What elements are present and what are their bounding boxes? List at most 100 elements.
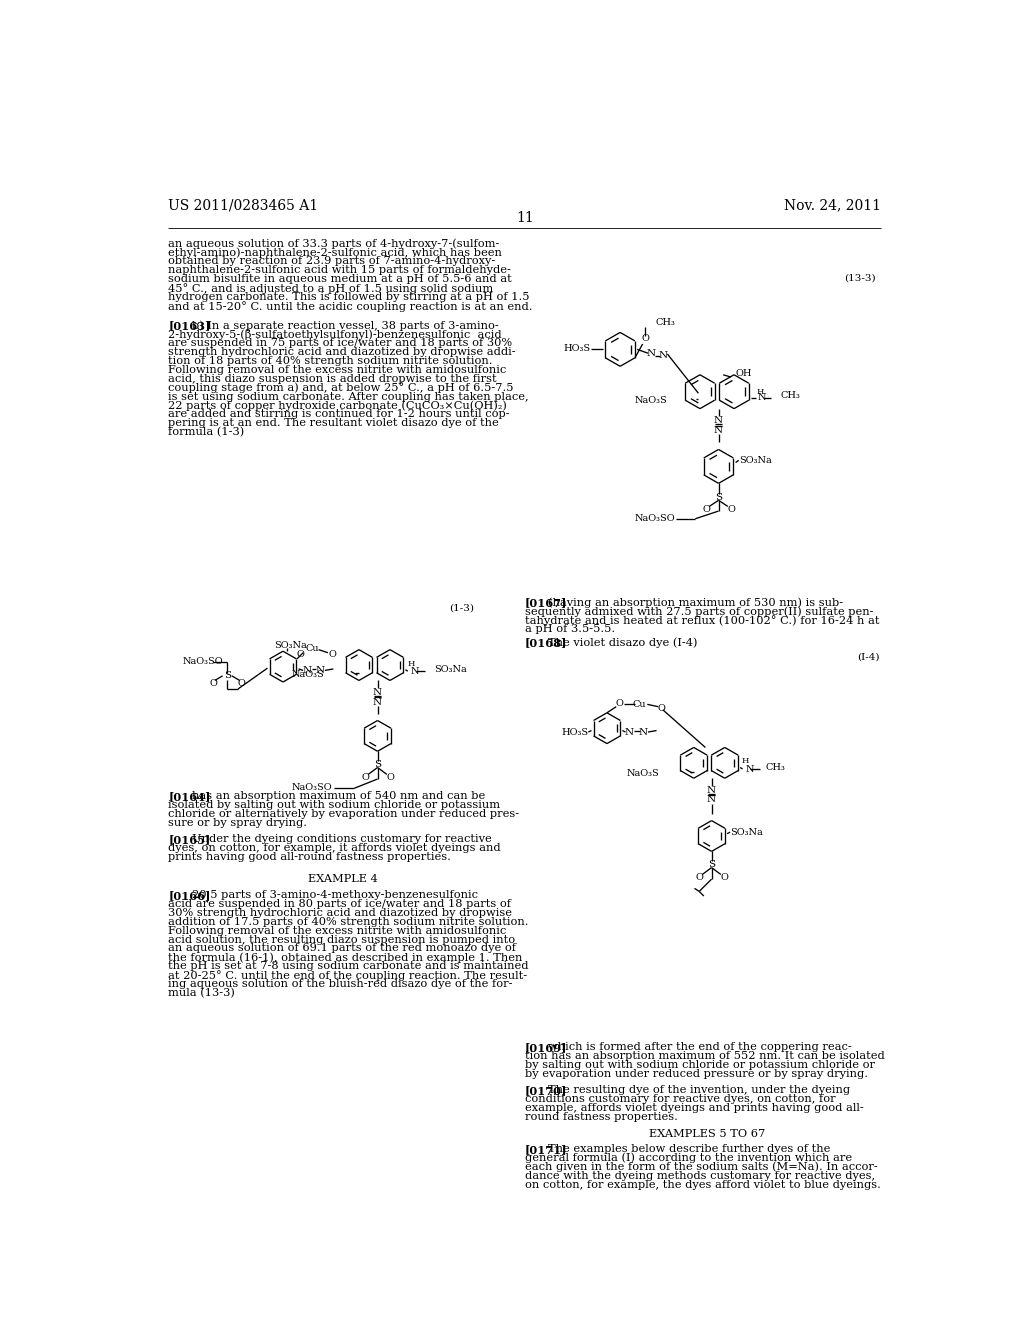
Text: coupling stage from a) and, at below 25° C., a pH of 6.5-7.5: coupling stage from a) and, at below 25°… — [168, 383, 514, 393]
Text: [0167]: [0167] — [524, 597, 567, 609]
Text: (13-3): (13-3) — [844, 275, 876, 282]
Text: (1-3): (1-3) — [450, 603, 474, 612]
Text: example, affords violet dyeings and prints having good all-: example, affords violet dyeings and prin… — [524, 1104, 863, 1113]
Text: is set using sodium carbonate. After coupling has taken place,: is set using sodium carbonate. After cou… — [168, 392, 529, 401]
Text: 22 parts of copper hydroxide carbonate (CuCO₃×Cu(OH)₂): 22 parts of copper hydroxide carbonate (… — [168, 400, 507, 411]
Text: hydrogen carbonate. This is followed by stirring at a pH of 1.5: hydrogen carbonate. This is followed by … — [168, 292, 529, 302]
Text: pering is at an end. The resultant violet disazo dye of the: pering is at an end. The resultant viole… — [168, 418, 499, 429]
Text: N: N — [302, 667, 311, 675]
Text: which is formed after the end of the coppering reac-: which is formed after the end of the cop… — [548, 1043, 852, 1052]
Text: N: N — [411, 667, 420, 676]
Text: CH₃: CH₃ — [780, 391, 801, 400]
Text: SO₃Na: SO₃Na — [730, 828, 763, 837]
Text: conditions customary for reactive dyes, on cotton, for: conditions customary for reactive dyes, … — [524, 1094, 836, 1105]
Text: 11: 11 — [516, 211, 534, 224]
Text: sequently admixed with 27.5 parts of copper(II) sulfate pen-: sequently admixed with 27.5 parts of cop… — [524, 606, 873, 616]
Text: addition of 17.5 parts of 40% strength sodium nitrite solution.: addition of 17.5 parts of 40% strength s… — [168, 916, 528, 927]
Text: Cu: Cu — [633, 700, 646, 709]
Text: Following removal of the excess nitrite with amidosulfonic: Following removal of the excess nitrite … — [168, 925, 507, 936]
Text: the pH is set at 7-8 using sodium carbonate and is maintained: the pH is set at 7-8 using sodium carbon… — [168, 961, 528, 972]
Text: tahydrate and is heated at reflux (100-102° C.) for 16-24 h at: tahydrate and is heated at reflux (100-1… — [524, 615, 880, 626]
Text: N: N — [714, 426, 723, 434]
Text: S: S — [223, 672, 230, 680]
Text: US 2011/0283465 A1: US 2011/0283465 A1 — [168, 198, 318, 213]
Text: [0171]: [0171] — [524, 1144, 567, 1155]
Text: dance with the dyeing methods customary for reactive dyes,: dance with the dyeing methods customary … — [524, 1171, 874, 1181]
Text: NaO₃S: NaO₃S — [291, 669, 324, 678]
Text: NaO₃S: NaO₃S — [635, 396, 668, 405]
Text: round fastness properties.: round fastness properties. — [524, 1113, 678, 1122]
Text: The examples below describe further dyes of the: The examples below describe further dyes… — [548, 1144, 830, 1154]
Text: Nov. 24, 2011: Nov. 24, 2011 — [784, 198, 882, 213]
Text: sodium bisulfite in aqueous medium at a pH of 5.5-6 and at: sodium bisulfite in aqueous medium at a … — [168, 275, 512, 284]
Text: O: O — [238, 678, 246, 688]
Text: N: N — [646, 350, 655, 359]
Text: isolated by salting out with sodium chloride or potassium: isolated by salting out with sodium chlo… — [168, 800, 501, 810]
Text: tion has an absorption maximum of 552 nm. It can be isolated: tion has an absorption maximum of 552 nm… — [524, 1051, 885, 1061]
Text: at 20-25° C. until the end of the coupling reaction. The result-: at 20-25° C. until the end of the coupli… — [168, 970, 527, 981]
Text: are suspended in 75 parts of ice/water and 18 parts of 30%: are suspended in 75 parts of ice/water a… — [168, 338, 512, 348]
Text: N: N — [714, 417, 723, 425]
Text: N: N — [758, 393, 767, 403]
Text: each given in the form of the sodium salts (M=Na). In accor-: each given in the form of the sodium sal… — [524, 1162, 878, 1172]
Text: ethyl-amino)-naphthalene-2-sulfonic acid, which has been: ethyl-amino)-naphthalene-2-sulfonic acid… — [168, 247, 502, 257]
Text: H: H — [757, 388, 764, 396]
Text: SO₃Na: SO₃Na — [274, 640, 307, 649]
Text: mula (13-3): mula (13-3) — [168, 989, 236, 998]
Text: HO₃S: HO₃S — [563, 345, 591, 352]
Text: sure or by spray drying.: sure or by spray drying. — [168, 818, 307, 828]
Text: 20.5 parts of 3-amino-4-methoxy-benzenesulfonic: 20.5 parts of 3-amino-4-methoxy-benzenes… — [191, 890, 478, 900]
Text: H: H — [742, 758, 750, 766]
Text: [0163]: [0163] — [168, 321, 211, 331]
Text: tion of 18 parts of 40% strength sodium nitrite solution.: tion of 18 parts of 40% strength sodium … — [168, 356, 493, 366]
Text: N: N — [373, 697, 382, 706]
Text: by salting out with sodium chloride or potassium chloride or: by salting out with sodium chloride or p… — [524, 1060, 874, 1071]
Text: N: N — [625, 727, 634, 737]
Text: EXAMPLE 4: EXAMPLE 4 — [308, 874, 378, 884]
Text: formula (1-3): formula (1-3) — [168, 428, 245, 438]
Text: H: H — [408, 660, 415, 668]
Text: naphthalene-2-sulfonic acid with 15 parts of formaldehyde-: naphthalene-2-sulfonic acid with 15 part… — [168, 265, 511, 276]
Text: The violet disazo dye (I-4): The violet disazo dye (I-4) — [548, 638, 697, 648]
Text: the formula (16-1), obtained as described in example 1. Then: the formula (16-1), obtained as describe… — [168, 953, 522, 964]
Text: O: O — [657, 704, 666, 713]
Text: NaO₃SO: NaO₃SO — [182, 657, 223, 667]
Text: O: O — [727, 506, 735, 513]
Text: O: O — [615, 700, 624, 708]
Text: SO₃Na: SO₃Na — [434, 665, 467, 675]
Text: acid are suspended in 80 parts of ice/water and 18 parts of: acid are suspended in 80 parts of ice/wa… — [168, 899, 511, 909]
Text: O: O — [209, 678, 217, 688]
Text: prints having good all-round fastness properties.: prints having good all-round fastness pr… — [168, 853, 452, 862]
Text: 45° C., and is adjusted to a pH of 1.5 using solid sodium: 45° C., and is adjusted to a pH of 1.5 u… — [168, 284, 494, 294]
Text: O: O — [361, 774, 369, 781]
Text: S: S — [708, 861, 715, 869]
Text: N: N — [659, 351, 668, 360]
Text: CH₃: CH₃ — [766, 763, 785, 772]
Text: O: O — [296, 649, 304, 659]
Text: [0169]: [0169] — [524, 1043, 567, 1053]
Text: O: O — [386, 774, 394, 781]
Text: NaO₃S: NaO₃S — [626, 770, 658, 777]
Text: N: N — [745, 764, 754, 774]
Text: Cu: Cu — [305, 644, 319, 652]
Text: Under the dyeing conditions customary for reactive: Under the dyeing conditions customary fo… — [191, 834, 492, 845]
Text: O: O — [329, 649, 337, 659]
Text: N: N — [707, 796, 716, 804]
Text: N: N — [373, 688, 382, 697]
Text: and at 15-20° C. until the acidic coupling reaction is at an end.: and at 15-20° C. until the acidic coupli… — [168, 301, 532, 312]
Text: strength hydrochloric acid and diazotized by dropwise addi-: strength hydrochloric acid and diazotize… — [168, 347, 516, 356]
Text: an aqueous solution of 33.3 parts of 4-hydroxy-7-(sulfom-: an aqueous solution of 33.3 parts of 4-h… — [168, 239, 500, 249]
Text: O: O — [720, 873, 728, 882]
Text: b) In a separate reaction vessel, 38 parts of 3-amino-: b) In a separate reaction vessel, 38 par… — [191, 321, 499, 331]
Text: obtained by reaction of 23.9 parts of 7-amino-4-hydroxy-: obtained by reaction of 23.9 parts of 7-… — [168, 256, 496, 267]
Text: SO₃Na: SO₃Na — [738, 455, 771, 465]
Text: EXAMPLES 5 TO 67: EXAMPLES 5 TO 67 — [649, 1129, 765, 1139]
Text: O: O — [702, 506, 710, 513]
Text: [0170]: [0170] — [524, 1085, 567, 1097]
Text: are added and stirring is continued for 1-2 hours until cop-: are added and stirring is continued for … — [168, 409, 510, 420]
Text: S: S — [374, 760, 381, 768]
Text: N: N — [315, 667, 325, 675]
Text: O: O — [695, 873, 703, 882]
Text: OH: OH — [735, 368, 752, 378]
Text: S: S — [715, 492, 722, 502]
